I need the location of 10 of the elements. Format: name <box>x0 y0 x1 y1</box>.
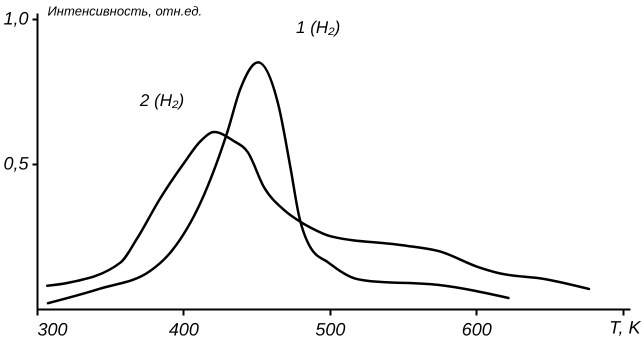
x-axis-title: T, K <box>609 318 642 338</box>
annotation: 1 (H₂) <box>296 18 340 38</box>
annotation: 2 (H₂) <box>138 90 184 110</box>
x-tick-label: 400 <box>168 320 199 340</box>
x-tick-label: 600 <box>462 320 492 340</box>
x-tick-label: 500 <box>315 320 346 340</box>
x-tick-label: 300 <box>38 320 68 340</box>
y-axis-title: Интенсивность, отн.ед. <box>48 4 202 18</box>
y-tick-label: 0,5 <box>3 153 30 174</box>
y-tick-label: 1,0 <box>3 8 28 28</box>
